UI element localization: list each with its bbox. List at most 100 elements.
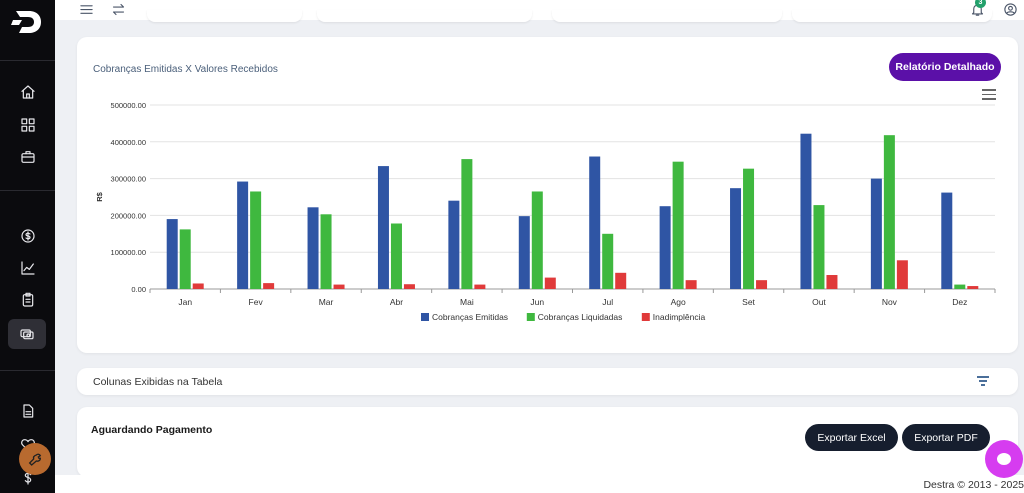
bar-jan-0	[166, 219, 178, 289]
floating-tool-button[interactable]	[19, 443, 51, 475]
sidebar-item-home[interactable]	[13, 77, 43, 107]
legend-label: Inadimplência	[653, 312, 706, 322]
topbar	[55, 0, 1024, 22]
notification-badge: 3	[975, 0, 986, 8]
bar-mai-2	[474, 284, 486, 289]
bar-dez-0	[941, 192, 953, 289]
x-tick-label: Mar	[319, 297, 334, 307]
swap-arrows-icon	[112, 3, 124, 15]
bar-ago-1	[672, 161, 684, 289]
sidebar-item-favorites[interactable]	[13, 430, 43, 460]
destra-logo[interactable]	[10, 8, 44, 36]
export-pdf-button[interactable]: Exportar PDF	[902, 424, 990, 451]
bar-fev-1	[250, 191, 262, 289]
summary-card	[317, 10, 532, 22]
bar-out-2	[826, 275, 838, 289]
sidebar-item-billing[interactable]	[8, 319, 46, 349]
y-tick-label: 400000.00	[111, 138, 146, 147]
sidebar	[0, 0, 55, 493]
bar-jan-1	[179, 229, 191, 289]
bar-mai-0	[448, 200, 460, 289]
bar-set-2	[756, 280, 768, 289]
sidebar-divider	[0, 60, 55, 61]
columns-card[interactable]: Colunas Exibidas na Tabela	[77, 368, 1018, 395]
bar-mar-1	[320, 214, 332, 289]
sidebar-item-finance[interactable]	[13, 221, 43, 251]
briefcase-icon	[21, 151, 35, 163]
summary-card	[552, 10, 782, 22]
chat-bubble-icon	[997, 453, 1011, 465]
sidebar-item-documents[interactable]	[13, 396, 43, 426]
clipboard-icon	[22, 292, 34, 307]
sidebar-item-clipboard[interactable]	[13, 285, 43, 315]
y-axis-label: R$	[95, 191, 104, 201]
home-icon	[21, 85, 35, 99]
x-tick-label: Mai	[460, 297, 474, 307]
chart-card: Cobranças Emitidas X Valores Recebidos R…	[77, 37, 1018, 353]
chart-menu-icon[interactable]	[982, 89, 996, 101]
bar-out-0	[800, 133, 812, 289]
bar-nov-2	[896, 260, 908, 289]
y-tick-label: 100000.00	[111, 248, 146, 257]
x-tick-label: Nov	[882, 297, 898, 307]
summary-card	[792, 10, 992, 22]
chart-line-icon	[21, 261, 35, 275]
x-tick-label: Set	[742, 297, 755, 307]
summary-card	[147, 10, 302, 22]
bar-jul-1	[602, 233, 614, 289]
legend-label: Cobranças Emitidas	[432, 312, 508, 322]
sidebar-item-reports[interactable]	[13, 253, 43, 283]
legend-swatch	[526, 313, 535, 321]
user-profile-button[interactable]	[1001, 0, 1019, 18]
footer-copyright: Destra © 2013 - 2025	[923, 479, 1024, 491]
detailed-report-button[interactable]: Relatório Detalhado	[889, 53, 1001, 81]
hamburger-icon	[79, 4, 93, 14]
bar-abr-1	[390, 223, 402, 289]
legend-swatch	[421, 313, 429, 321]
chat-button[interactable]	[985, 440, 1023, 478]
x-tick-label: Jan	[178, 297, 192, 307]
switch-button[interactable]	[109, 0, 127, 18]
y-tick-label: 300000.00	[111, 175, 146, 184]
user-circle-icon	[1003, 2, 1017, 16]
x-tick-label: Fev	[249, 297, 264, 307]
bar-dez-1	[954, 284, 966, 289]
dashboard-icon	[21, 118, 35, 132]
bar-abr-0	[377, 166, 389, 289]
bar-mai-1	[461, 159, 473, 289]
bar-fev-0	[237, 181, 249, 289]
x-tick-label: Abr	[390, 297, 403, 307]
legend-swatch	[641, 313, 650, 321]
columns-title: Colunas Exibidas na Tabela	[93, 376, 223, 388]
export-excel-button[interactable]: Exportar Excel	[805, 424, 898, 451]
x-tick-label: Dez	[952, 297, 967, 307]
y-tick-label: 0.00	[131, 285, 146, 294]
cards-icon	[20, 329, 34, 340]
sidebar-divider	[0, 370, 55, 371]
bar-nov-0	[870, 178, 882, 289]
heart-icon	[21, 439, 35, 451]
sidebar-item-dashboard[interactable]	[13, 110, 43, 140]
bar-jun-1	[531, 191, 543, 289]
sidebar-divider	[0, 190, 55, 191]
bar-jun-0	[518, 216, 530, 289]
awaiting-payment-card: Aguardando Pagamento Exportar Excel Expo…	[77, 407, 1018, 477]
bar-ago-2	[685, 280, 697, 289]
x-tick-label: Jul	[602, 297, 613, 307]
bar-jun-2	[544, 277, 556, 289]
wrench-icon	[28, 453, 42, 466]
bar-dez-2	[967, 286, 979, 289]
footer: Destra © 2013 - 2025	[55, 475, 1024, 493]
x-tick-label: Jun	[530, 297, 544, 307]
y-tick-label: 500000.00	[111, 101, 146, 110]
bar-ago-0	[659, 206, 671, 289]
bar-nov-1	[883, 135, 895, 289]
filter-icon[interactable]	[977, 376, 989, 388]
chart-title: Cobranças Emitidas X Valores Recebidos	[93, 64, 278, 75]
x-tick-label: Ago	[671, 297, 686, 307]
sidebar-item-briefcase[interactable]	[13, 142, 43, 172]
x-tick-label: Out	[812, 297, 826, 307]
document-icon	[23, 404, 34, 418]
hamburger-menu-button[interactable]	[77, 0, 95, 18]
bar-abr-2	[403, 284, 415, 289]
